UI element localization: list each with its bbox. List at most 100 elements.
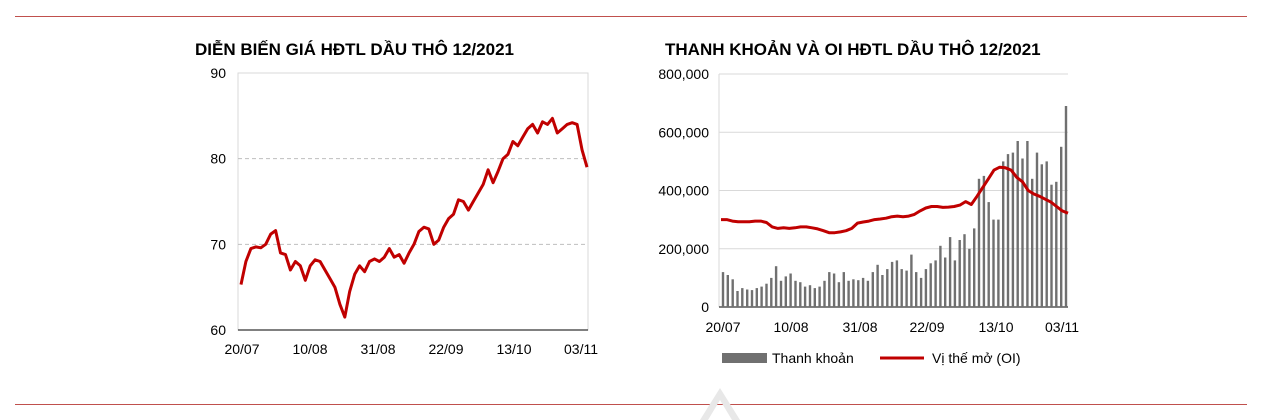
liquidity-bar bbox=[1026, 141, 1029, 307]
legend-bar-label: Thanh khoản bbox=[772, 350, 854, 366]
liquidity-bar bbox=[832, 273, 836, 307]
liquidity-bar bbox=[953, 260, 957, 307]
price-chart: 90 80 70 60 20/07 10/08 31/08 22/09 13/10 03/11 bbox=[210, 65, 598, 357]
liquidity-bar bbox=[726, 275, 729, 307]
liquidity-bar bbox=[837, 282, 841, 307]
x-tick-label: 20/07 bbox=[224, 341, 259, 357]
x-tick-label: 22/09 bbox=[909, 319, 944, 335]
x-tick-label: 10/08 bbox=[292, 341, 327, 357]
liquidity-bar bbox=[910, 254, 913, 307]
liquidity-bar bbox=[823, 280, 826, 307]
liquidity-bar bbox=[934, 260, 937, 307]
liquidity-bar bbox=[939, 245, 942, 307]
liquidity-bar bbox=[750, 290, 754, 307]
liquidity-bar bbox=[900, 269, 903, 307]
y-tick-label: 400,000 bbox=[658, 183, 709, 199]
legend-bar-swatch bbox=[722, 353, 767, 363]
liquidity-bar bbox=[770, 277, 773, 307]
y-tick-label: 80 bbox=[210, 151, 226, 167]
liquidity-bar bbox=[857, 280, 860, 307]
liquidity-bar bbox=[813, 288, 816, 307]
liquidity-bar bbox=[1050, 184, 1053, 307]
liquidity-chart-title: THANH KHOẢN VÀ OI HĐTL DẦU THÔ 12/2021 bbox=[665, 40, 1041, 59]
liquidity-bar bbox=[1055, 181, 1058, 307]
liquidity-bar bbox=[895, 260, 899, 307]
oi-series-line bbox=[721, 165, 1069, 235]
liquidity-bar bbox=[818, 286, 821, 307]
liquidity-bar bbox=[741, 288, 744, 307]
liquidity-bar bbox=[890, 261, 894, 307]
x-tick-label: 20/07 bbox=[705, 319, 740, 335]
liquidity-bar bbox=[765, 283, 768, 307]
liquidity-bar bbox=[789, 273, 792, 307]
y-tick-label: 70 bbox=[210, 236, 226, 252]
liquidity-bar bbox=[721, 272, 725, 307]
liquidity-bar bbox=[828, 272, 831, 307]
x-tick-label: 13/10 bbox=[496, 341, 531, 357]
liquidity-bar bbox=[929, 263, 932, 307]
liquidity-bar bbox=[1060, 146, 1063, 307]
price-series-line bbox=[239, 116, 589, 319]
liquidity-bar bbox=[1006, 154, 1010, 307]
liquidity-bar bbox=[808, 285, 812, 307]
x-tick-label: 31/08 bbox=[842, 319, 877, 335]
liquidity-bar bbox=[755, 288, 758, 307]
liquidity-bar bbox=[1016, 141, 1019, 307]
x-tick-label: 22/09 bbox=[428, 341, 463, 357]
liquidity-bar bbox=[1021, 158, 1024, 307]
liquidity-bar bbox=[852, 279, 855, 307]
liquidity-bar bbox=[1031, 178, 1034, 307]
bottom-rule bbox=[15, 404, 1247, 405]
liquidity-bar bbox=[905, 270, 908, 307]
liquidity-bar bbox=[774, 266, 778, 307]
liquidity-bar bbox=[799, 282, 802, 307]
liquidity-bar bbox=[1002, 161, 1005, 307]
x-tick-label: 10/08 bbox=[773, 319, 808, 335]
liquidity-bar bbox=[992, 219, 995, 307]
liquidity-bar bbox=[1064, 106, 1068, 307]
liquidity-bar bbox=[948, 237, 952, 307]
x-tick-label: 31/08 bbox=[360, 341, 395, 357]
liquidity-bar bbox=[924, 269, 928, 307]
watermark-logo bbox=[700, 388, 740, 420]
liquidity-bar bbox=[784, 276, 787, 307]
liquidity-bar bbox=[803, 286, 807, 307]
top-rule bbox=[15, 16, 1247, 17]
liquidity-bar bbox=[871, 272, 874, 307]
liquidity-bar bbox=[958, 240, 961, 307]
liquidity-bar bbox=[746, 289, 749, 307]
liquidity-bar bbox=[982, 175, 986, 307]
liquidity-bar bbox=[861, 277, 865, 307]
liquidity-bar bbox=[886, 269, 889, 307]
liquidity-bar bbox=[736, 291, 739, 307]
liquidity-bar bbox=[876, 264, 879, 307]
x-tick-label: 03/11 bbox=[564, 341, 598, 357]
liquidity-bar bbox=[866, 280, 870, 307]
liquidity-bar bbox=[1040, 164, 1043, 307]
liquidity-bar bbox=[760, 286, 763, 307]
y-tick-label: 90 bbox=[210, 65, 226, 81]
liquidity-bar bbox=[973, 228, 976, 307]
liquidity-bar bbox=[987, 202, 990, 307]
liquidity-bar bbox=[881, 275, 884, 307]
liquidity-bar bbox=[731, 279, 734, 307]
liquidity-bar bbox=[1035, 152, 1039, 307]
liquidity-bar bbox=[968, 248, 971, 308]
liquidity-bar bbox=[915, 272, 918, 307]
liquidity-bar bbox=[944, 257, 947, 307]
x-tick-label: 13/10 bbox=[978, 319, 1013, 335]
liquidity-bar bbox=[1045, 161, 1048, 307]
legend-line-label: Vị thế mở (OI) bbox=[932, 350, 1021, 366]
liquidity-bar bbox=[842, 272, 845, 307]
y-tick-label: 60 bbox=[210, 322, 226, 338]
liquidity-bar bbox=[997, 219, 1000, 307]
liquidity-bar bbox=[847, 280, 850, 307]
liquidity-bar bbox=[1011, 152, 1015, 307]
y-tick-label: 800,000 bbox=[658, 66, 709, 82]
y-tick-label: 600,000 bbox=[658, 124, 709, 140]
y-tick-label: 200,000 bbox=[658, 241, 709, 257]
liquidity-bar bbox=[963, 234, 966, 307]
liquidity-bar bbox=[919, 277, 923, 307]
y-tick-label: 0 bbox=[701, 299, 709, 315]
